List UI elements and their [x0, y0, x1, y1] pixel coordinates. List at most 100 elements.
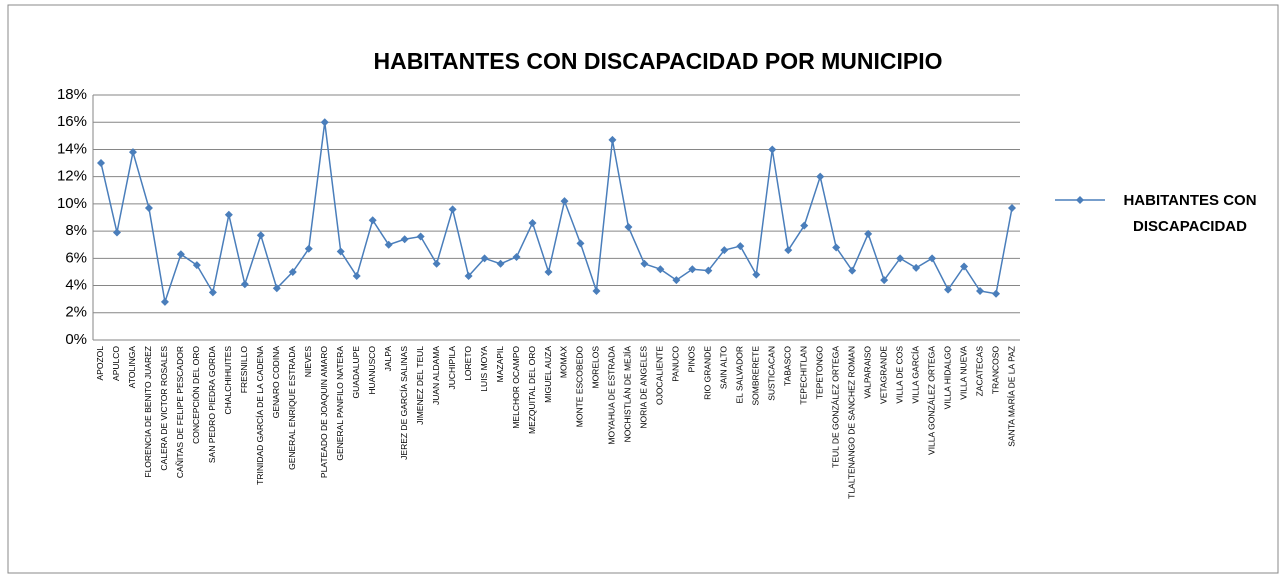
x-tick-label: VILLA HIDALGO	[942, 346, 952, 410]
point-marker	[880, 276, 889, 285]
point-marker	[112, 228, 121, 237]
x-tick-label: VILLA NUEVA	[958, 346, 968, 400]
x-tick-label: JUAN ALDAMA	[431, 346, 441, 405]
point-marker	[848, 266, 857, 275]
x-tick-label: PINOS	[687, 346, 697, 373]
chart-frame	[7, 4, 1279, 574]
x-tick-label: CHALCHIHUITES	[223, 346, 233, 415]
x-tick-label: ZACATECAS	[974, 346, 984, 397]
y-tick-label: 14%	[57, 140, 87, 157]
point-marker	[608, 135, 617, 144]
x-tick-label: EL SALVADOR	[735, 346, 745, 403]
point-marker	[384, 240, 393, 249]
point-marker	[240, 280, 249, 289]
y-tick-label: 10%	[57, 195, 87, 212]
y-tick-label: 0%	[65, 331, 87, 348]
x-tick-label: GENERAL PANFILO NATERA	[335, 346, 345, 461]
x-tick-label: TRINIDAD GARCÍA DE LA CADENA	[255, 346, 265, 485]
point-marker	[192, 261, 201, 270]
point-marker	[592, 287, 601, 295]
x-tick-label: TEUL DE GONZÁLEZ ORTEGA	[830, 346, 840, 468]
point-marker	[176, 250, 185, 259]
x-tick-label: JALPA	[383, 346, 393, 372]
x-tick-label: APULCO	[111, 346, 121, 381]
x-tick-label: GENERAL ENRIQUE ESTRADA	[287, 346, 297, 470]
point-marker	[96, 159, 105, 168]
x-tick-label: VILLA GARCÍA	[910, 346, 920, 404]
point-marker	[896, 254, 905, 263]
point-marker	[720, 246, 729, 255]
point-marker	[736, 242, 745, 251]
point-marker	[480, 254, 489, 263]
x-tick-label: TABASCO	[783, 346, 793, 386]
chart-title: HABITANTES CON DISCAPACIDAD POR MUNICIPI…	[373, 48, 942, 74]
x-tick-label: APOZOL	[95, 346, 105, 381]
x-tick-label: SOMBRERETE	[751, 346, 761, 406]
x-tick-label: PANUCO	[671, 346, 681, 382]
y-tick-label: 8%	[65, 222, 87, 239]
point-marker	[624, 223, 633, 232]
x-tick-label: NORIA DE ANGELES	[639, 346, 649, 429]
point-marker	[496, 259, 505, 268]
point-marker	[432, 259, 441, 268]
x-tick-label: ATOLINGA	[127, 346, 137, 389]
y-tick-label: 18%	[57, 86, 87, 103]
point-marker	[256, 231, 265, 240]
point-marker	[272, 284, 281, 293]
x-tick-label: MORELOS	[591, 346, 601, 389]
x-tick-label: SUSTICACAN	[767, 346, 777, 401]
point-marker	[208, 288, 217, 297]
point-marker	[144, 203, 153, 212]
point-marker	[832, 243, 841, 252]
x-tick-label: NIEVES	[303, 346, 313, 378]
y-tick-label: 12%	[57, 168, 87, 185]
point-marker	[352, 272, 361, 281]
x-tick-label: TEPETONGO	[814, 346, 824, 400]
x-tick-label: JIMENEZ DEL TEUL	[415, 346, 425, 425]
point-marker	[960, 262, 969, 271]
y-tick-label: 6%	[65, 249, 87, 266]
x-tick-label: FLORENCIA DE BENITO JUAREZ	[143, 346, 153, 478]
legend-label: HABITANTES CON DISCAPACIDAD	[1123, 192, 1257, 235]
point-marker	[416, 232, 425, 241]
point-marker	[512, 252, 521, 261]
x-tick-label: TLALTENANGO DE SANCHEZ ROMAN	[846, 346, 856, 499]
point-marker	[304, 244, 313, 253]
x-tick-label: MELCHOR OCAMPO	[511, 346, 521, 429]
point-marker	[368, 216, 377, 225]
y-tick-label: 4%	[65, 277, 87, 294]
point-marker	[864, 229, 873, 238]
point-marker	[688, 265, 697, 274]
point-marker	[288, 267, 297, 276]
point-marker	[544, 267, 553, 276]
x-tick-label: MEZQUITAL DEL ORO	[527, 346, 537, 434]
x-tick-label: MONTE ESCOBEDO	[575, 346, 585, 428]
point-marker	[944, 285, 953, 294]
legend-marker	[1076, 196, 1084, 204]
point-marker	[576, 239, 585, 248]
y-tick-label: 16%	[57, 113, 87, 130]
y-tick-label: 2%	[65, 304, 87, 321]
x-tick-label: MIGUEL AUZA	[543, 346, 553, 403]
x-tick-label: MOYAHUA DE ESTRADA	[607, 346, 617, 445]
point-marker	[1008, 203, 1017, 212]
point-marker	[224, 210, 233, 219]
point-marker	[448, 205, 457, 214]
x-tick-label: VILLA GONZÁLEZ ORTEGA	[926, 346, 936, 455]
point-marker	[928, 254, 937, 263]
x-tick-label: CALERA DE VICTOR ROSALES	[159, 346, 169, 471]
point-marker	[336, 247, 345, 256]
point-marker	[528, 218, 537, 227]
point-marker	[160, 297, 169, 306]
point-marker	[656, 265, 665, 274]
point-marker	[400, 235, 409, 244]
x-tick-label: CONCEPCIÓN DEL ORO	[191, 346, 201, 444]
point-marker	[752, 270, 761, 279]
series-line	[100, 122, 1013, 303]
x-tick-label: PLATEADO DE JOAQUIN AMARO	[319, 346, 329, 478]
x-tick-label: FRESNILLO	[239, 346, 249, 394]
point-marker	[768, 145, 777, 154]
x-tick-label: SAIN ALTO	[719, 346, 729, 390]
point-marker	[704, 266, 713, 275]
